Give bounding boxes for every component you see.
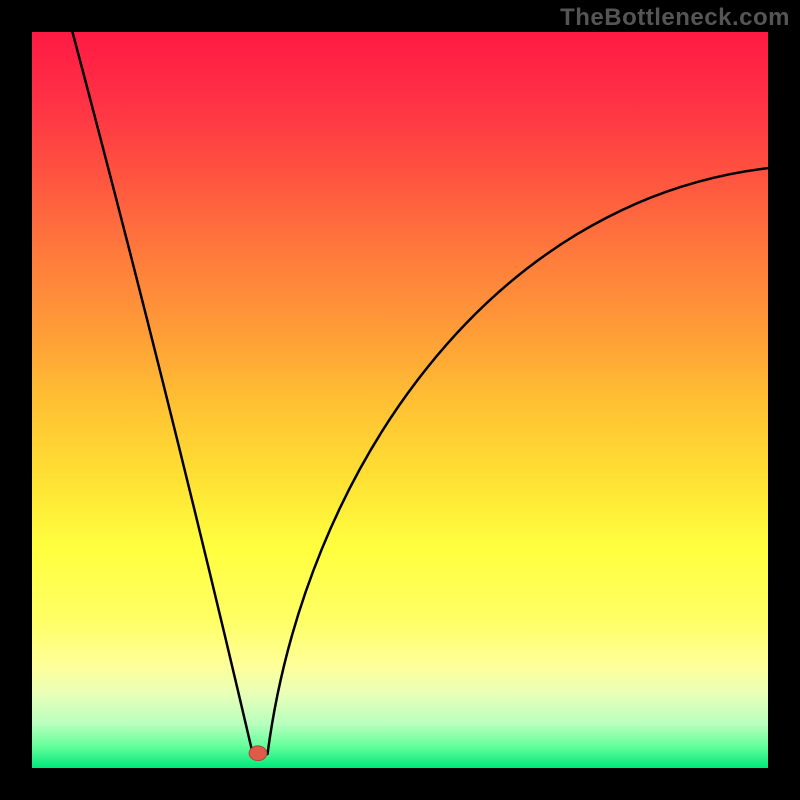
optimal-point-marker	[249, 746, 267, 761]
bottleneck-chart	[0, 0, 800, 800]
plot-gradient-background	[32, 32, 768, 768]
chart-container: TheBottleneck.com	[0, 0, 800, 800]
watermark-text: TheBottleneck.com	[560, 4, 790, 32]
